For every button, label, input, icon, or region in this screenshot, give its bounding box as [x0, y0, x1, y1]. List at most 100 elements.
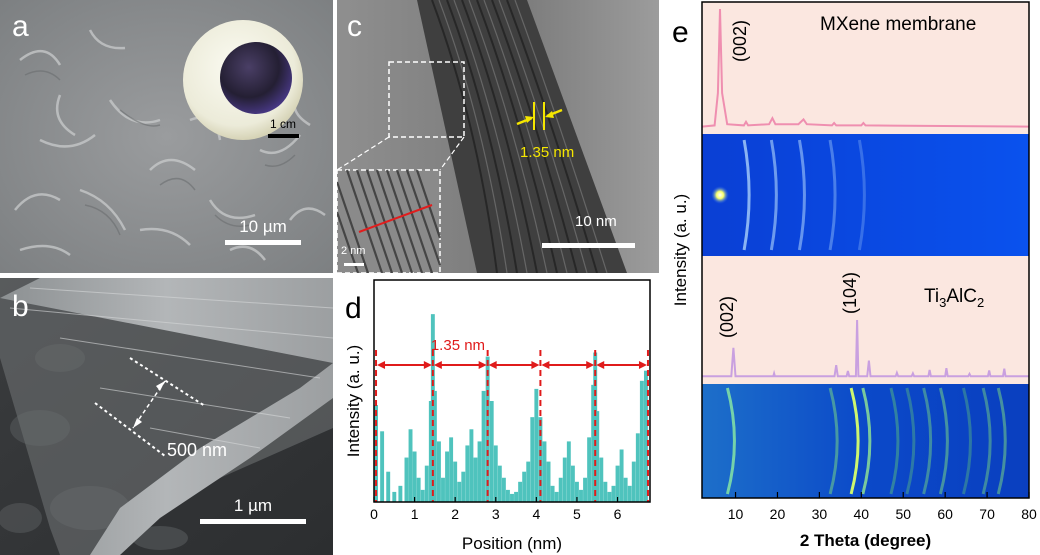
profile-bar	[570, 465, 575, 502]
profile-bar	[501, 477, 506, 502]
membrane-peak-label: (002)	[730, 20, 750, 62]
profile-bar	[449, 437, 454, 502]
tem-image: 2 nm 1.35 nm 10 nm	[337, 0, 659, 273]
profile-bar	[627, 485, 632, 502]
profile-bar	[424, 465, 429, 502]
profile-bar	[481, 390, 486, 502]
profile-bar	[386, 471, 391, 502]
profile-bar	[404, 457, 409, 502]
profile-bar	[457, 481, 462, 502]
y-axis-label: Intensity (a. u.)	[671, 194, 690, 306]
x-tick-label: 70	[979, 506, 995, 522]
profile-bar	[430, 314, 435, 502]
panel-b-sem-cross-section: 500 nm 1 µm b	[0, 278, 333, 555]
panel-label-c: c	[347, 10, 362, 43]
profile-bar	[465, 445, 470, 502]
scale-bar-label: 10 nm	[575, 213, 617, 230]
panel-label-e: e	[672, 16, 689, 49]
profile-bar	[615, 465, 620, 502]
profile-bar	[599, 457, 604, 502]
profile-bar	[489, 401, 494, 502]
panel-d-line-profile: 0 1 2 3 4 5 6 1.35 nm Position (nm) Intensity …	[337, 278, 659, 555]
profile-bar	[591, 384, 596, 502]
profile-bar	[445, 451, 450, 502]
profile-bar	[441, 477, 445, 502]
line-profile-chart: 0 1 2 3 4 5 6 1.35 nm Position (nm) Intensity …	[344, 279, 651, 553]
profile-bar	[510, 493, 514, 502]
profile-bar	[558, 477, 563, 502]
profile-bar	[554, 491, 559, 502]
diffraction-ring	[857, 139, 866, 251]
profile-bar	[473, 457, 478, 502]
diffraction-ring	[861, 387, 872, 495]
profile-bar	[603, 481, 608, 502]
profile-bar	[542, 441, 547, 502]
profile-bar	[595, 411, 600, 502]
profile-bar	[639, 380, 644, 502]
scale-bar	[225, 240, 301, 245]
diffraction-ring	[962, 387, 972, 495]
profile-bar	[398, 485, 403, 502]
profile-bar	[623, 477, 628, 502]
diffraction-ring	[922, 387, 933, 495]
diffraction-ring	[769, 139, 778, 251]
profile-bar	[461, 471, 466, 502]
sem-cross-section-image: 500 nm 1 µm	[0, 278, 333, 555]
profile-bar	[380, 431, 385, 502]
x-tick-label: 30	[812, 506, 828, 522]
profile-bar	[619, 449, 624, 502]
x-tick-label: 10	[728, 506, 744, 522]
profile-bar	[562, 457, 567, 502]
profile-bar	[436, 441, 441, 502]
diffraction-ring	[849, 387, 860, 495]
profile-bar	[469, 429, 474, 502]
panel-label-d: d	[345, 292, 362, 325]
diffraction-ring	[981, 387, 992, 495]
diffraction-ring	[905, 387, 916, 495]
membrane-2d-pattern	[702, 134, 1029, 256]
profile-bar	[534, 388, 539, 502]
y-axis-label: Intensity (a. u.)	[344, 345, 363, 457]
diffraction-ring	[725, 387, 736, 495]
membrane-xrd-line	[701, 8, 1030, 128]
profile-bar	[530, 417, 535, 502]
membrane-disc	[220, 42, 292, 114]
scale-bar	[542, 243, 635, 248]
membrane-xrd-background	[702, 2, 1029, 134]
profile-bar	[579, 489, 583, 502]
profile-bar	[453, 461, 458, 502]
diffraction-ring	[797, 139, 806, 251]
profile-bar	[420, 489, 425, 502]
x-tick-label: 40	[854, 506, 870, 522]
inset-scale-bar-label: 2 nm	[341, 245, 365, 257]
profile-bar	[432, 390, 437, 502]
profile-bar	[522, 471, 527, 502]
scale-bar	[200, 519, 306, 524]
diffraction-spot	[711, 186, 730, 204]
profile-bar	[408, 429, 413, 502]
profile-bar	[416, 477, 421, 502]
x-tick-label: 50	[895, 506, 911, 522]
profile-bar	[574, 481, 579, 502]
thickness-label: 500 nm	[167, 440, 227, 460]
x-tick-label: 1	[411, 506, 419, 522]
panel-e-xrd: 10 20 30 40 50 60 70 80 MXene membrane (002) Ti…	[662, 0, 1040, 555]
profile-bar	[518, 481, 523, 502]
ti3alc2-title: Ti3AlC2	[924, 286, 984, 310]
profile-bar	[566, 441, 571, 502]
x-axis-label: Position (nm)	[462, 534, 562, 553]
x-tick-label: 6	[614, 506, 622, 522]
profile-bar	[505, 489, 510, 502]
diffraction-ring	[828, 387, 839, 495]
profile-bar	[643, 370, 648, 502]
x-tick-label: 80	[1021, 506, 1037, 522]
x-tick-label: 4	[532, 506, 540, 522]
spacing-label: 1.35 nm	[431, 337, 485, 354]
profile-bar	[546, 461, 551, 502]
ti3alc2-xrd-background	[702, 256, 1029, 384]
panel-label-a: a	[12, 10, 29, 43]
x-tick-label: 3	[492, 506, 500, 522]
ti3alc2-peak-label-104: (104)	[840, 272, 860, 314]
profile-bar	[593, 352, 598, 502]
scale-bar-label: 10 µm	[239, 217, 287, 236]
